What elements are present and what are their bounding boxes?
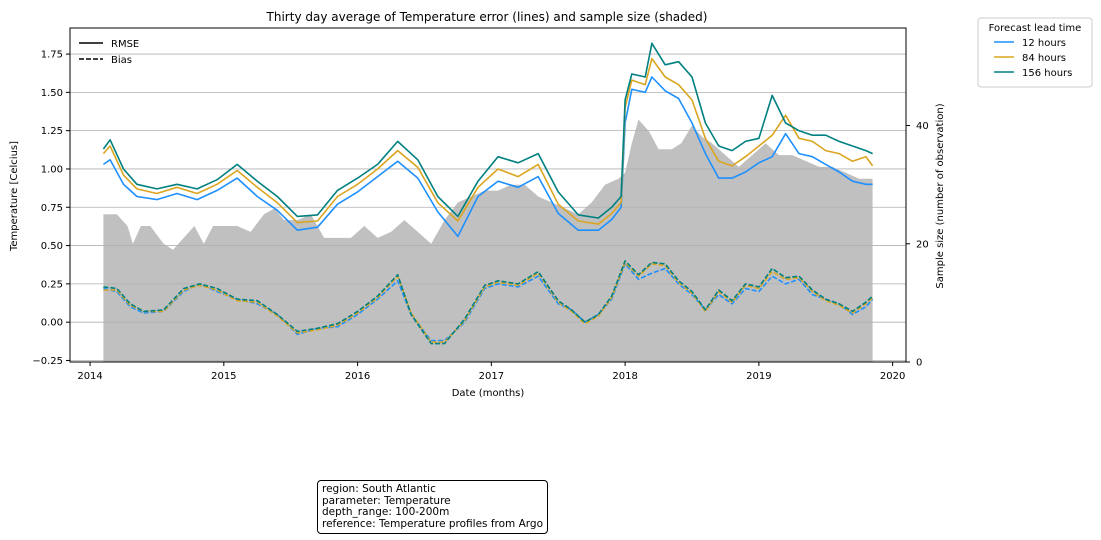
y2-tick-label: 40 xyxy=(916,121,929,132)
series-legend-title: Forecast lead time xyxy=(989,23,1082,34)
series-legend-frame xyxy=(977,17,1093,88)
rmse-line-156-hours xyxy=(102,42,873,219)
x-tick-label: 2020 xyxy=(880,371,905,382)
bias-line-84-hours xyxy=(103,261,874,343)
axes: −0.25 0.00 0.25 0.50 0.75 1.00 1.25 1.50 1.75 201… xyxy=(32,50,928,382)
legend-label-12-hours: 12 hours xyxy=(1022,38,1066,49)
info-parameter: parameter: Temperature xyxy=(322,494,451,507)
y-tick-label: 1.75 xyxy=(41,50,63,61)
sample-size-shading xyxy=(103,119,873,362)
x-axis-label: Date (months) xyxy=(452,388,525,399)
series-legend: Forecast lead time 12 hours 84 hours 156… xyxy=(977,17,1093,88)
y-tick-label: −0.25 xyxy=(32,356,63,367)
y-tick-label: 0.00 xyxy=(41,318,63,329)
style-legend-bias-label: Bias xyxy=(111,55,132,66)
x-tick-label: 2016 xyxy=(345,371,370,382)
y2-tick-label: 20 xyxy=(916,239,929,250)
style-legend: RMSE Bias xyxy=(79,39,139,66)
rmse-line-12-hours xyxy=(102,76,873,238)
y-tick-label: 1.00 xyxy=(41,164,63,175)
legend-label-84-hours: 84 hours xyxy=(1022,53,1066,64)
x-tick-label: 2014 xyxy=(77,371,102,382)
x-tick-label: 2019 xyxy=(746,371,771,382)
info-region: region: South Atlantic xyxy=(322,483,436,495)
legend-label-156-hours: 156 hours xyxy=(1022,68,1072,79)
x-tick-label: 2018 xyxy=(612,371,637,382)
y-tick-label: 1.50 xyxy=(41,88,63,99)
metadata-box: region: South Atlantic parameter: Temper… xyxy=(317,480,549,535)
x-tick-label: 2015 xyxy=(211,371,236,382)
plot-frame xyxy=(69,27,907,363)
y2-axis-label: Sample size (number of observation) xyxy=(935,103,946,288)
x-tick-label: 2017 xyxy=(479,371,504,382)
info-depth-range: depth_range: 100-200m xyxy=(322,506,450,519)
y-tick-label: 0.75 xyxy=(41,203,63,214)
bias-line-156-hours xyxy=(103,260,874,345)
style-legend-rmse-label: RMSE xyxy=(111,39,139,50)
y-tick-label: 0.50 xyxy=(41,241,63,252)
info-reference: reference: Temperature profiles from Arg… xyxy=(322,517,544,530)
rmse-line-84-hours xyxy=(102,57,874,225)
sample-size-area xyxy=(103,119,873,362)
y-tick-label: 1.25 xyxy=(41,126,63,137)
y2-tick-label: 0 xyxy=(916,358,922,369)
y-tick-label: 0.25 xyxy=(41,279,63,290)
bias-line-12-hours xyxy=(103,263,874,342)
chart-title: Thirty day average of Temperature error … xyxy=(266,10,708,24)
y-axis-label: Temperature [Celcius] xyxy=(9,141,20,252)
series-lines xyxy=(102,42,874,345)
